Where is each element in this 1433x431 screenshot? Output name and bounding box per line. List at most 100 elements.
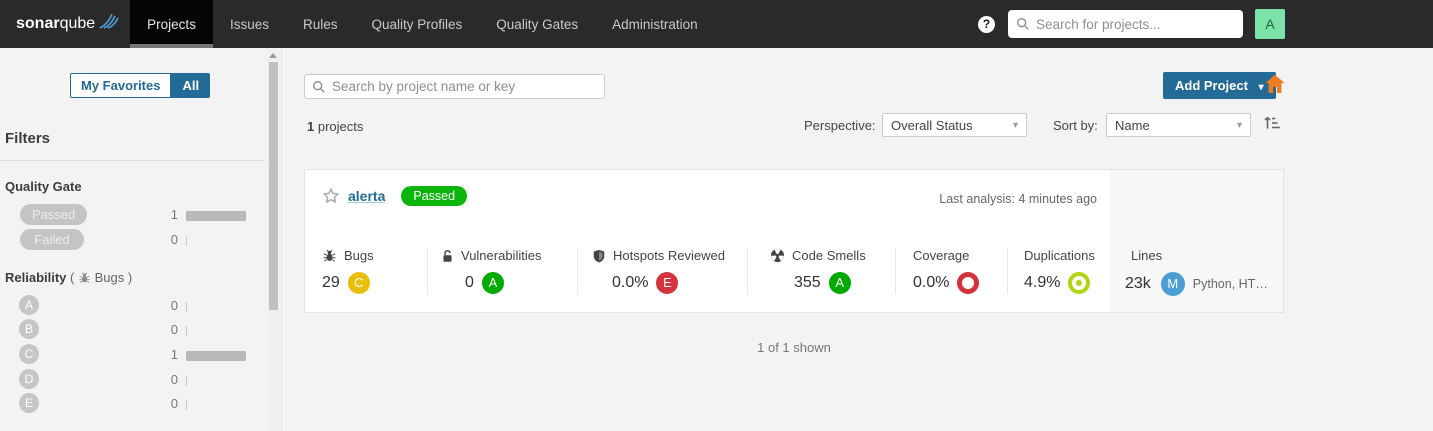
coverage-ring-icon (957, 272, 980, 294)
lock-icon (441, 249, 454, 263)
code-smells-value: 355 (794, 274, 821, 291)
sidebar-scrollbar[interactable] (267, 48, 280, 431)
hotspots-rating-badge: E (656, 272, 679, 294)
duplications-ring-icon (1068, 272, 1091, 294)
metric-hotspots: Hotspots Reviewed 0.0% E (592, 248, 725, 294)
grade-d-circle: D (19, 369, 39, 389)
favorite-star-icon[interactable] (322, 187, 340, 205)
metric-separator (1007, 248, 1008, 294)
sort-by-label: Sort by: (1053, 118, 1098, 133)
project-size-badge: M (1160, 272, 1185, 296)
grade-b-bar (186, 326, 187, 336)
coverage-value: 0.0% (913, 274, 950, 291)
facet-option-rating-a[interactable]: A 0 (0, 295, 265, 317)
code-smells-value-row[interactable]: 355 A (794, 272, 866, 294)
nav-item-administration[interactable]: Administration (612, 16, 698, 32)
hotspots-value-row[interactable]: 0.0% E (612, 272, 725, 294)
logo-text-light: qube (59, 15, 96, 32)
add-project-label: Add Project (1175, 78, 1248, 93)
scrollbar-thumb[interactable] (269, 62, 278, 310)
sort-direction-icon[interactable] (1263, 114, 1281, 132)
bugs-rating-badge: C (347, 272, 370, 294)
failed-bar (186, 236, 187, 246)
nav-item-rules[interactable]: Rules (302, 16, 338, 32)
hotspots-label-row: Hotspots Reviewed (592, 248, 725, 263)
vulnerabilities-value-row[interactable]: 0 A (465, 272, 541, 294)
vulnerabilities-rating-badge: A (481, 272, 504, 294)
global-search-input[interactable] (1036, 16, 1235, 32)
user-avatar[interactable]: A (1255, 9, 1285, 39)
nav-item-issues[interactable]: Issues (229, 16, 269, 32)
code-smells-label: Code Smells (792, 248, 866, 263)
metric-separator (577, 248, 578, 294)
chevron-down-icon: ▾ (1236, 119, 1242, 131)
reliability-subtitle: ( Bugs ) (70, 270, 132, 285)
logo-text-bold: sonar (16, 15, 60, 32)
lines-panel (1110, 170, 1283, 312)
top-nav: sonar qube Projects Issues Rules Quality … (0, 0, 1433, 48)
facet-option-rating-c[interactable]: C 1 (0, 344, 265, 366)
vulnerabilities-label: Vulnerabilities (461, 248, 542, 263)
project-card: alerta Passed Last analysis: 4 minutes a… (304, 169, 1284, 313)
facet-option-rating-d[interactable]: D 0 (0, 369, 265, 391)
all-projects-button[interactable]: All (171, 73, 211, 98)
filters-heading: Filters (5, 130, 51, 147)
metric-separator (427, 248, 428, 294)
logo-wave-icon (99, 13, 119, 29)
sonarqube-logo[interactable]: sonar qube (0, 0, 130, 48)
filters-sidebar: My Favorites All Filters Quality Gate Pa… (0, 48, 267, 431)
metric-code-smells: Code Smells 355 A (770, 248, 866, 294)
add-project-button[interactable]: Add Project ▾ (1163, 72, 1276, 99)
chevron-down-icon: ▾ (1012, 119, 1018, 131)
nav-item-quality-profiles[interactable]: Quality Profiles (371, 16, 463, 32)
metric-bugs: Bugs 29 C (322, 248, 374, 294)
help-icon[interactable]: ? (978, 16, 995, 33)
duplications-value-row[interactable]: 4.9% (1024, 272, 1095, 294)
my-favorites-button[interactable]: My Favorites (70, 73, 172, 98)
reliability-facet-heading: Reliability ( Bugs ) (5, 270, 132, 285)
grade-c-count: 1 (170, 347, 178, 362)
grade-d-count: 0 (170, 372, 178, 387)
home-icon[interactable] (1264, 73, 1286, 95)
paren-close: ) (127, 270, 133, 285)
grade-a-count: 0 (170, 298, 178, 313)
lines-label: Lines (1131, 248, 1163, 263)
facet-option-rating-e[interactable]: E 0 (0, 393, 265, 415)
project-languages: Python, HT… (1192, 277, 1268, 291)
passed-bar (186, 211, 246, 221)
perspective-select[interactable]: Overall Status ▾ (882, 113, 1027, 137)
facet-option-passed[interactable]: Passed 1 (0, 204, 265, 226)
facet-option-failed[interactable]: Failed 0 (0, 229, 265, 251)
grade-a-bar (186, 302, 187, 312)
quality-gate-status-badge: Passed (401, 186, 468, 206)
coverage-value-row[interactable]: 0.0% (913, 272, 980, 294)
facet-option-rating-b[interactable]: B 0 (0, 319, 265, 341)
bug-icon (322, 249, 337, 263)
bugs-label-row: Bugs (322, 248, 374, 263)
metric-duplications: Duplications 4.9% (1024, 248, 1095, 294)
code-smell-icon (770, 248, 785, 263)
nav-item-projects[interactable]: Projects (130, 0, 213, 48)
grade-c-bar (186, 351, 246, 361)
search-icon (1017, 18, 1029, 30)
sort-by-value: Name (1115, 117, 1150, 133)
lines-label-row: Lines (1131, 248, 1268, 263)
project-name-link[interactable]: alerta (348, 188, 386, 204)
project-search-input[interactable] (332, 79, 597, 94)
favorites-all-toggle: My Favorites All (70, 73, 211, 98)
bugs-value-row[interactable]: 29 C (322, 272, 374, 294)
nav-item-quality-gates[interactable]: Quality Gates (496, 16, 579, 32)
metric-vulnerabilities: Vulnerabilities 0 A (441, 248, 541, 294)
passed-count: 1 (170, 207, 178, 222)
projects-count: 1 projects (307, 119, 363, 134)
grade-a-circle: A (19, 295, 39, 315)
chevron-down-icon: ▾ (1258, 82, 1264, 93)
bugs-label: Bugs (344, 248, 374, 263)
projects-shown-footer: 1 of 1 shown (757, 340, 831, 355)
scrollbar-up-arrow-icon[interactable] (269, 53, 277, 58)
sort-by-select[interactable]: Name ▾ (1106, 113, 1251, 137)
global-search (1008, 10, 1243, 38)
last-analysis-text: Last analysis: 4 minutes ago (939, 192, 1097, 206)
search-icon (313, 80, 325, 93)
paren-open: ( (70, 270, 75, 285)
